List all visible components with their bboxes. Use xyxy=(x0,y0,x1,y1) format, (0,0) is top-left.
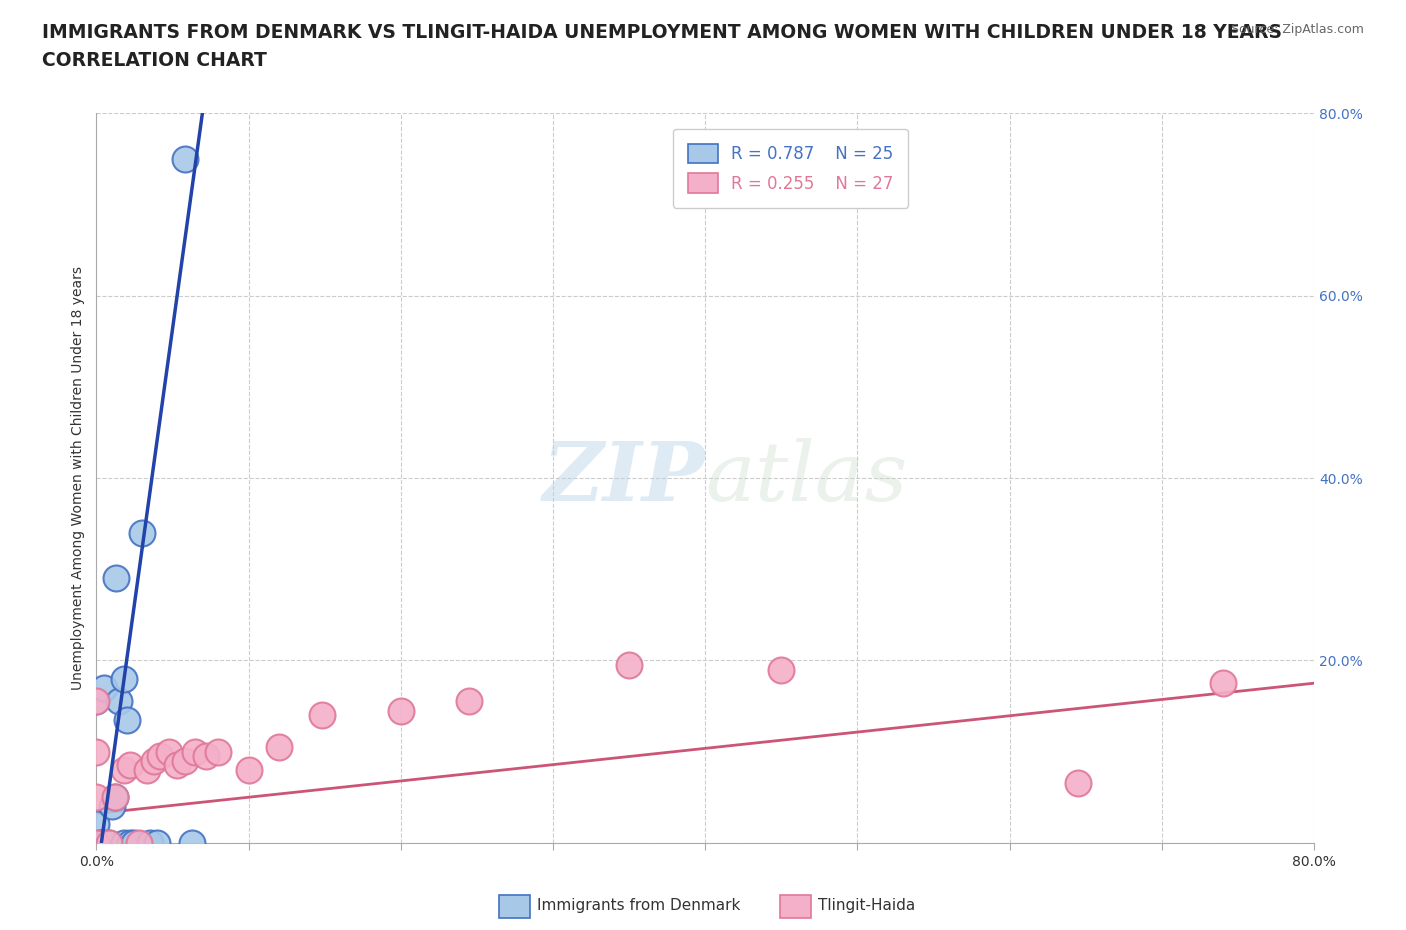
Point xyxy=(238,763,260,777)
Text: ZIP: ZIP xyxy=(543,438,706,518)
Point xyxy=(458,694,481,709)
Point xyxy=(1067,776,1090,790)
Point xyxy=(86,835,108,850)
Point xyxy=(267,739,290,754)
Point xyxy=(311,708,333,723)
Point xyxy=(770,662,793,677)
Point xyxy=(173,753,195,768)
Point xyxy=(97,835,120,850)
Point xyxy=(118,758,141,773)
Point xyxy=(131,525,153,540)
Point xyxy=(173,152,195,166)
Point xyxy=(184,744,207,759)
Text: Tlingit-Haida: Tlingit-Haida xyxy=(818,898,915,913)
Text: Source: ZipAtlas.com: Source: ZipAtlas.com xyxy=(1230,23,1364,36)
Point xyxy=(146,835,169,850)
Point xyxy=(93,835,115,850)
Point xyxy=(90,835,112,850)
Point xyxy=(86,817,108,832)
Point xyxy=(90,835,112,850)
Point xyxy=(86,835,108,850)
Point xyxy=(389,703,412,718)
Point xyxy=(138,835,160,850)
Point xyxy=(157,744,180,759)
Point xyxy=(112,671,135,686)
Point xyxy=(105,571,128,586)
Point xyxy=(86,694,108,709)
Point xyxy=(104,790,127,804)
Point xyxy=(108,694,131,709)
Text: CORRELATION CHART: CORRELATION CHART xyxy=(42,51,267,70)
Point xyxy=(118,835,141,850)
Point xyxy=(194,749,217,764)
Point xyxy=(143,753,166,768)
Point xyxy=(115,712,138,727)
Point xyxy=(86,835,108,850)
Text: IMMIGRANTS FROM DENMARK VS TLINGIT-HAIDA UNEMPLOYMENT AMONG WOMEN WITH CHILDREN : IMMIGRANTS FROM DENMARK VS TLINGIT-HAIDA… xyxy=(42,23,1282,42)
Point xyxy=(86,835,108,850)
Text: Immigrants from Denmark: Immigrants from Denmark xyxy=(537,898,741,913)
Point xyxy=(124,835,146,850)
Point xyxy=(86,744,108,759)
Point xyxy=(128,835,150,850)
Point xyxy=(112,763,135,777)
Y-axis label: Unemployment Among Women with Children Under 18 years: Unemployment Among Women with Children U… xyxy=(72,266,86,690)
Point xyxy=(207,744,229,759)
Point xyxy=(166,758,188,773)
Point xyxy=(86,694,108,709)
Point xyxy=(1212,676,1234,691)
Point xyxy=(617,658,640,672)
Point xyxy=(86,790,108,804)
Point xyxy=(135,763,157,777)
Point xyxy=(100,799,122,814)
Point xyxy=(104,790,127,804)
Text: atlas: atlas xyxy=(706,438,908,518)
Point xyxy=(181,835,204,850)
Point xyxy=(97,835,120,850)
Legend: R = 0.787    N = 25, R = 0.255    N = 27: R = 0.787 N = 25, R = 0.255 N = 27 xyxy=(672,129,908,207)
Point xyxy=(149,749,172,764)
Point xyxy=(93,681,115,696)
Point xyxy=(86,835,108,850)
Point xyxy=(112,835,135,850)
